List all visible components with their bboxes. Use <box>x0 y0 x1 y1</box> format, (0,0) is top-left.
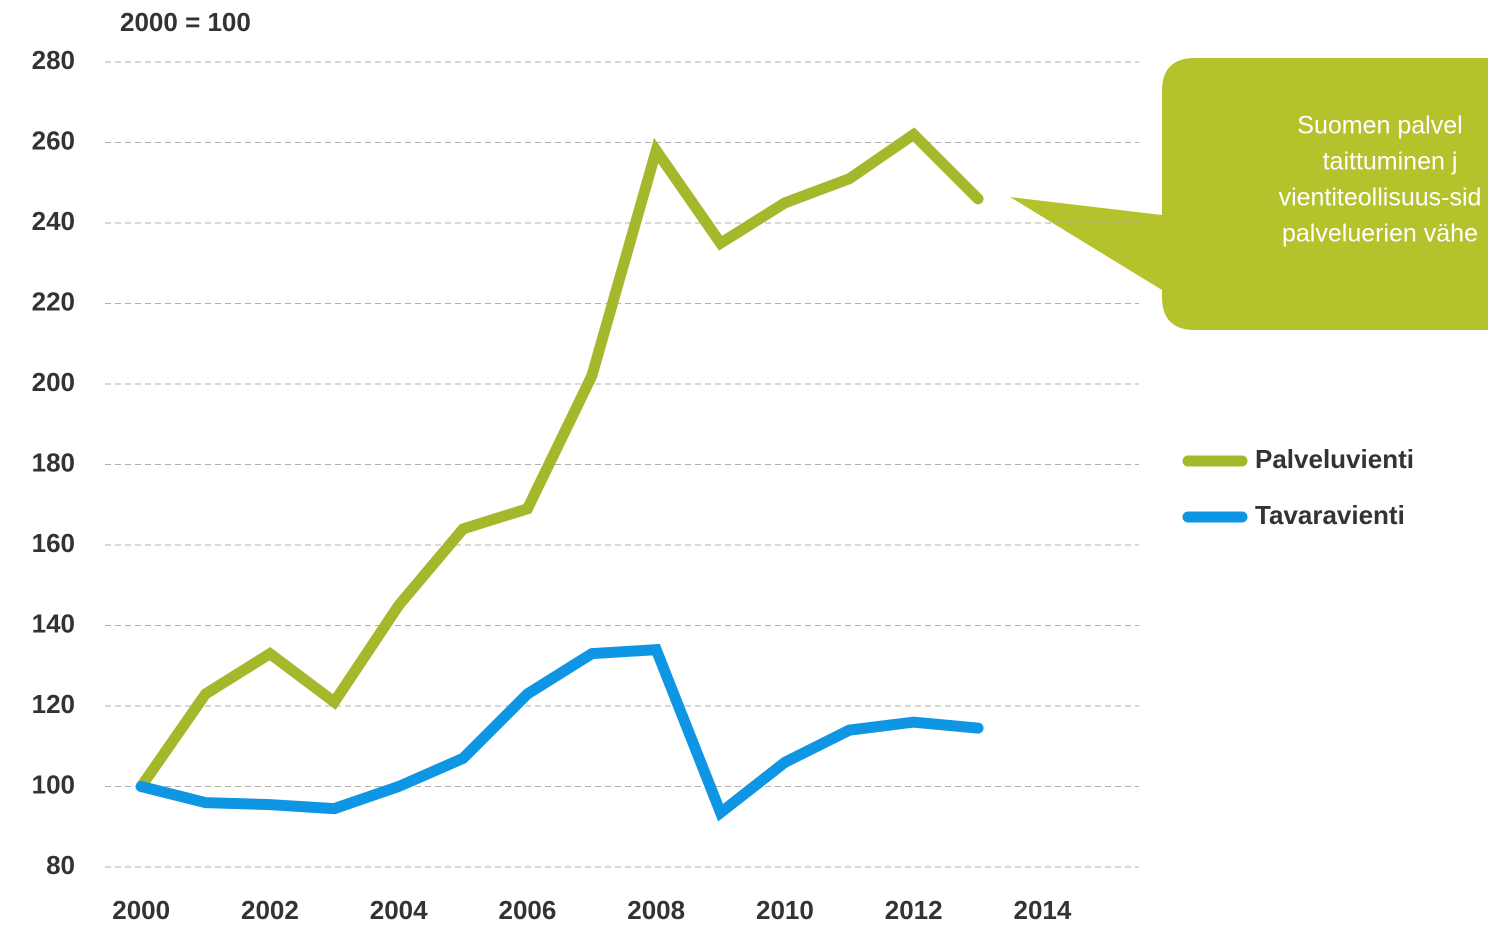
y-tick-label: 120 <box>32 689 75 719</box>
y-tick-label: 180 <box>32 447 75 477</box>
legend-label: Palveluvienti <box>1255 444 1414 474</box>
y-tick-label: 220 <box>32 286 75 316</box>
annotation-text: Suomen palvel <box>1297 112 1462 140</box>
x-tick-label: 2010 <box>756 895 814 925</box>
x-tick-label: 2008 <box>627 895 685 925</box>
x-tick-label: 2012 <box>885 895 943 925</box>
series-line <box>135 643 984 822</box>
y-tick-label: 200 <box>32 367 75 397</box>
annotation-text: taittuminen j <box>1323 148 1458 176</box>
y-tick-label: 140 <box>32 608 75 638</box>
y-tick-label: 80 <box>46 850 75 880</box>
y-tick-label: 160 <box>32 528 75 558</box>
annotation-callout <box>1010 58 1488 330</box>
annotation-text: vientiteollisuus-sid <box>1279 184 1482 212</box>
y-unit-label: 2000 = 100 <box>120 7 251 37</box>
legend-label: Tavaravienti <box>1255 500 1405 530</box>
y-tick-label: 100 <box>32 769 75 799</box>
series-line <box>135 127 984 792</box>
y-tick-label: 280 <box>32 45 75 75</box>
x-tick-label: 2014 <box>1014 895 1072 925</box>
y-tick-label: 240 <box>32 206 75 236</box>
x-tick-label: 2006 <box>499 895 557 925</box>
x-tick-label: 2004 <box>370 895 428 925</box>
y-tick-label: 260 <box>32 125 75 155</box>
annotation-text: palveluerien vähe <box>1282 220 1478 248</box>
x-tick-label: 2002 <box>241 895 299 925</box>
x-tick-label: 2000 <box>112 895 170 925</box>
